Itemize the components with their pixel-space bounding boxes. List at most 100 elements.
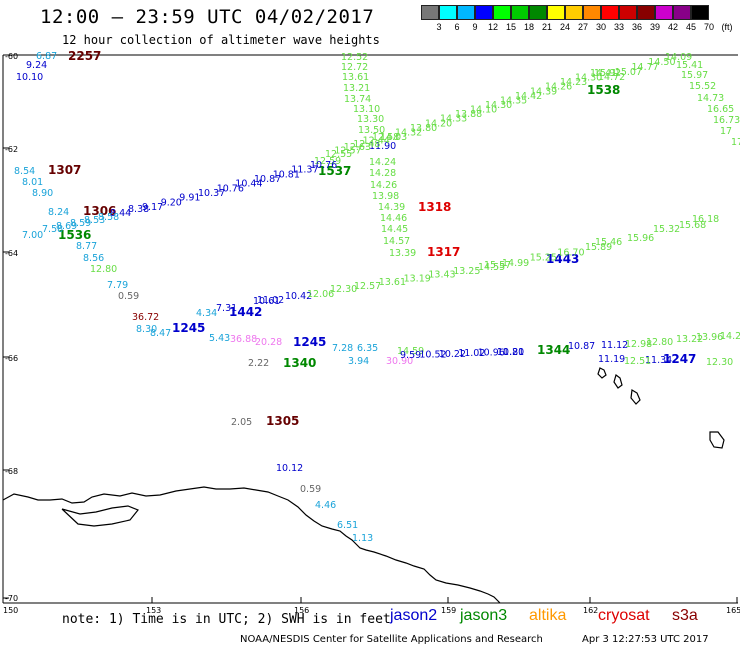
swh-value: 14.77 — [632, 62, 659, 73]
swh-value: 9.20 — [161, 197, 182, 208]
swh-value: 12.63 — [344, 142, 371, 153]
scale-swatch — [619, 5, 637, 20]
map-subtitle: 12 hour collection of altimeter wave hei… — [62, 33, 380, 47]
swh-value: 14.39 — [378, 202, 405, 213]
swh-value: 12.30 — [330, 284, 357, 295]
legend-s3a: s3a — [672, 607, 698, 624]
island-3 — [630, 389, 641, 405]
pass-time-label: 1340 — [283, 356, 316, 370]
swh-value: 12.57 — [354, 281, 381, 292]
swh-value: 12.06 — [307, 289, 334, 300]
lat-label-66: -66 — [5, 354, 18, 363]
scale-swatch — [565, 5, 583, 20]
swh-value: 13.61 — [342, 72, 369, 83]
swh-value: 10.10 — [16, 72, 43, 83]
swh-value: 8.90 — [32, 188, 53, 199]
island-4 — [709, 431, 725, 449]
lon-label-165: 165 — [726, 606, 740, 615]
swh-value: 13.43 — [428, 270, 455, 281]
swh-value: 12.52 — [341, 52, 368, 63]
swh-value: 15.41 — [676, 60, 703, 71]
swh-value: 6.51 — [337, 520, 358, 531]
lon-label-156: 156 — [294, 606, 309, 615]
scale-label: (ft) — [721, 22, 733, 32]
swh-value: 14.35 — [500, 95, 527, 106]
swh-value: 14.45 — [381, 224, 408, 235]
lat-label-64: -64 — [5, 249, 18, 258]
swh-value: 14.23 — [560, 77, 587, 88]
swh-value: 15.25 — [530, 253, 557, 264]
scale-label: 27 — [577, 22, 589, 32]
map-title: 12:00 – 23:59 UTC 04/02/2017 — [40, 6, 375, 28]
swh-value: 13.80 — [410, 123, 437, 134]
swh-value: 6.87 — [36, 51, 57, 62]
swh-value: 8.44 — [110, 208, 131, 219]
color-scale — [421, 5, 709, 20]
swh-value: 14.32 — [395, 127, 422, 138]
lat-ticks — [3, 54, 9, 599]
swh-value: 0.59 — [118, 291, 139, 302]
swh-value: 3.94 — [348, 356, 369, 367]
scale-swatch — [493, 5, 511, 20]
swh-value: 14.73 — [697, 93, 724, 104]
scale-label: 18 — [523, 22, 535, 32]
coastline-main — [2, 486, 501, 604]
scale-label: 3 — [436, 22, 442, 32]
pass-time-label: 1247 — [663, 352, 696, 366]
swh-value: 13.21 — [343, 83, 370, 94]
island-2 — [613, 373, 623, 389]
tracks-layer: 14.0314.3213.8014.2014.3313.8814.1014.30… — [42, 52, 692, 361]
scale-label: 15 — [505, 22, 517, 32]
swh-value: 15.92 — [594, 68, 621, 79]
swh-value: 14.20 — [425, 118, 452, 129]
swh-value: 14.24 — [369, 157, 396, 168]
scale-swatch — [547, 5, 565, 20]
swh-value: 15.07 — [615, 67, 642, 78]
swh-value: 12.58 — [372, 132, 399, 143]
swh-value: 16.73 — [713, 115, 740, 126]
swh-value: 10.42 — [285, 291, 312, 302]
pass-time-label: 1443 — [546, 252, 579, 266]
swh-value: 16.18 — [692, 214, 719, 225]
swh-value: 11.19 — [598, 354, 625, 365]
pass-time-label: 1245 — [172, 321, 205, 335]
scale-label: 6 — [454, 22, 460, 32]
swh-value: 14.26 — [545, 82, 572, 93]
legend-altika: altika — [529, 607, 567, 624]
swh-value: 14.39 — [530, 86, 557, 97]
lat-label-60: -60 — [5, 52, 18, 61]
swh-value: 14.28 — [369, 168, 396, 179]
swh-value: 6.35 — [357, 343, 378, 354]
swh-value: 10.76 — [310, 160, 337, 171]
swh-value: 0.59 — [300, 484, 321, 495]
pass-time-label: 1307 — [48, 163, 81, 177]
swh-value: 8.69 — [56, 221, 77, 232]
scale-label: 39 — [649, 22, 661, 32]
lon-ticks — [151, 597, 738, 603]
swh-value: 13.10 — [353, 104, 380, 115]
swh-value: 13.98 — [372, 191, 399, 202]
swh-value: 14.99 — [502, 258, 529, 269]
lat-label-68: -68 — [5, 467, 18, 476]
swh-value: 13.30 — [357, 114, 384, 125]
coastline-inner — [61, 505, 139, 527]
swh-value: 10.76 — [217, 183, 244, 194]
scale-swatch — [637, 5, 655, 20]
swh-value: 13.39 — [389, 248, 416, 259]
swh-value: 14.59 — [397, 346, 424, 357]
lat-label-70: -70 — [5, 594, 18, 603]
swh-value: 15.68 — [679, 220, 706, 231]
swh-value: 16.65 — [707, 104, 734, 115]
swh-value: 15.52 — [689, 81, 716, 92]
swh-value: 1.13 — [352, 533, 373, 544]
swh-value: 13.96 — [696, 332, 723, 343]
footer-note: note: 1) Time is in UTC; 2) SWH is in fe… — [62, 612, 391, 627]
scale-label: 70 — [703, 22, 715, 32]
swh-value: 15.89 — [585, 242, 612, 253]
lat-label-62: -62 — [5, 145, 18, 154]
swh-value: 8.53 — [84, 215, 105, 226]
swh-value: 12.51 — [624, 356, 651, 367]
